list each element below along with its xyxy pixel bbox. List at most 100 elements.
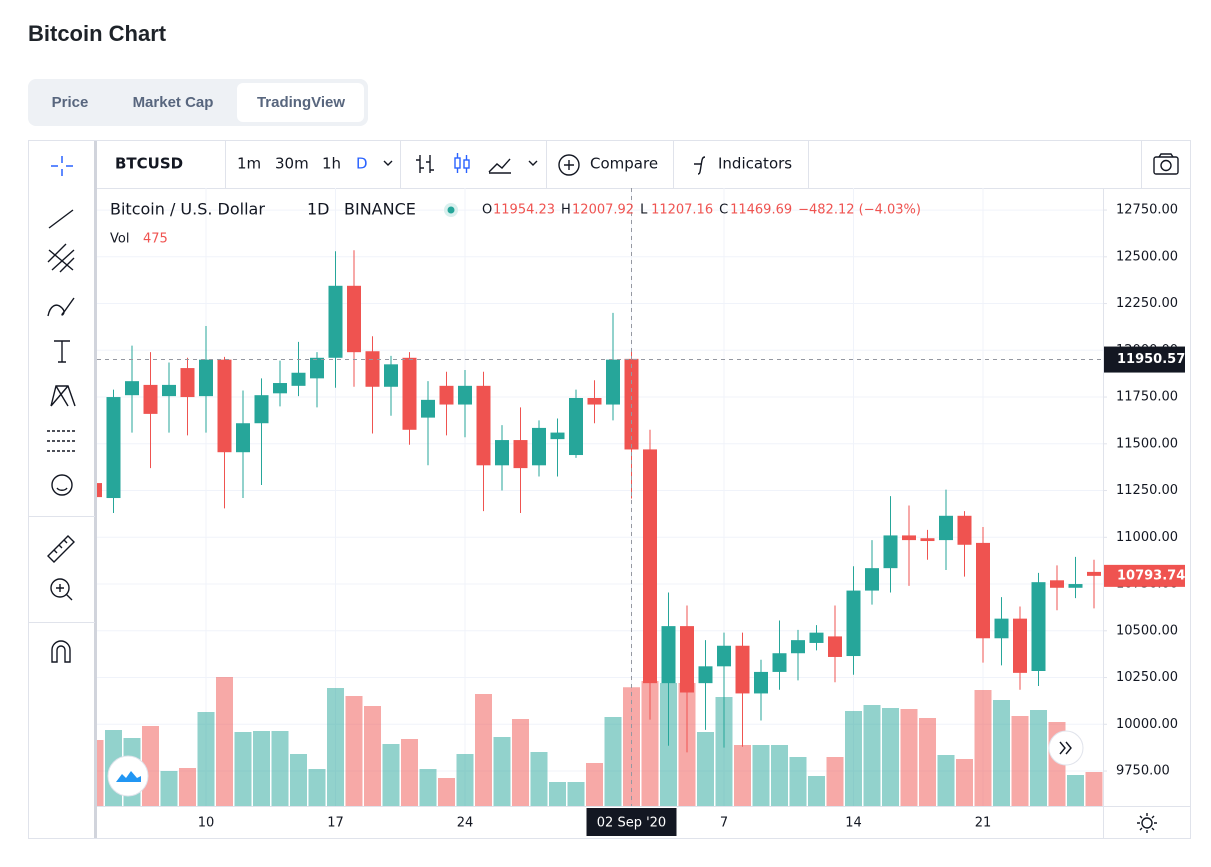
y-tick-label: 9750.00 xyxy=(1116,764,1170,779)
interval[interactable]: 30m xyxy=(275,155,309,173)
scroll-right-icon xyxy=(1059,741,1072,755)
candle-body xyxy=(421,399,435,418)
volume-bar xyxy=(97,740,104,806)
candle-body xyxy=(402,357,417,430)
y-tick-label: 11750.00 xyxy=(1116,390,1178,405)
text-tool[interactable] xyxy=(54,340,70,363)
legend-title: Bitcoin / U.S. Dollar xyxy=(110,200,265,219)
compare-icon[interactable] xyxy=(564,160,574,170)
x-tick-label: 7 xyxy=(720,816,728,831)
symbol[interactable]: BTCUSD xyxy=(115,155,183,173)
pattern-tool[interactable] xyxy=(50,385,76,407)
fib-tool[interactable] xyxy=(47,243,75,273)
legend-exchange: BINANCE xyxy=(344,200,416,219)
x-tick-label: 24 xyxy=(457,816,474,831)
candle-body xyxy=(717,645,731,667)
chevron[interactable] xyxy=(383,160,393,166)
candle-body xyxy=(809,632,824,643)
last-price: 10793.74 xyxy=(1117,568,1185,583)
y-tick-label: 12500.00 xyxy=(1116,249,1178,264)
candle-body xyxy=(994,618,1009,639)
volume-bar xyxy=(216,677,233,806)
crosshair-date-bg xyxy=(586,808,677,836)
zoom-tool[interactable] xyxy=(56,584,73,601)
x-tick-label: 21 xyxy=(975,816,992,831)
candle-body xyxy=(439,385,454,405)
volume-bar xyxy=(142,726,159,806)
magnet-tool[interactable] xyxy=(51,640,71,663)
volume-bar xyxy=(512,719,529,806)
volume-value: 475 xyxy=(143,232,168,247)
candle-body xyxy=(384,364,398,387)
candle-body xyxy=(698,666,713,684)
volume-bar xyxy=(863,705,881,806)
volume-bar xyxy=(771,745,788,806)
settings[interactable] xyxy=(1141,817,1153,829)
volume-bar xyxy=(715,697,733,806)
candle-body xyxy=(680,626,694,693)
camera-icon[interactable] xyxy=(1153,153,1179,175)
candle-body xyxy=(735,645,750,694)
candle-body xyxy=(476,385,491,466)
scroll-right[interactable] xyxy=(1048,730,1084,766)
candle-body xyxy=(217,359,232,453)
candle-body xyxy=(143,384,158,414)
candle-body xyxy=(643,449,657,684)
emoji-tool[interactable] xyxy=(56,487,68,491)
ruler-tool[interactable] xyxy=(47,535,75,563)
indicators-icon[interactable] xyxy=(694,156,706,175)
volume-bar xyxy=(919,718,936,806)
volume-bar xyxy=(179,768,196,806)
candle-body xyxy=(458,385,472,405)
candle-body xyxy=(236,423,250,453)
volume-bar xyxy=(160,771,178,806)
ohlc-change: −482.12 (−4.03%) xyxy=(798,203,921,218)
interval[interactable]: 1m xyxy=(237,155,261,173)
volume-bar xyxy=(438,778,455,806)
interval-active[interactable]: D xyxy=(356,155,368,173)
crosshair-tool[interactable] xyxy=(51,156,73,176)
candle-body xyxy=(199,359,213,397)
candle-body xyxy=(97,483,102,498)
area-icon[interactable] xyxy=(488,158,511,174)
last-price-bg xyxy=(1104,564,1185,587)
volume-bar xyxy=(530,752,548,806)
tab[interactable]: TradingView xyxy=(257,94,345,111)
candle-body xyxy=(587,397,602,405)
candle-body xyxy=(1013,618,1027,673)
brush-tool[interactable] xyxy=(47,297,75,317)
volume-bar xyxy=(1030,710,1047,806)
tab[interactable]: Market Cap xyxy=(133,94,214,111)
settings[interactable] xyxy=(1137,813,1157,833)
crosshair-date: 02 Sep '20 xyxy=(597,816,666,831)
volume-bar xyxy=(327,688,344,806)
volume-bar xyxy=(604,717,622,806)
candle-body xyxy=(846,590,861,657)
volume-bar xyxy=(734,745,751,806)
volume-bar xyxy=(1011,716,1029,806)
volume-bar xyxy=(845,711,862,806)
compare-button[interactable]: Compare xyxy=(590,155,658,173)
candle-body xyxy=(125,381,139,396)
crosshair-price: 11950.57 xyxy=(1117,352,1185,367)
line-tool[interactable] xyxy=(48,209,74,229)
volume-label: Vol xyxy=(110,232,129,247)
candle-body xyxy=(661,626,676,684)
candle-body xyxy=(328,285,343,358)
volume-bar xyxy=(419,769,437,806)
compare-icon[interactable] xyxy=(558,154,580,176)
bars-icon[interactable] xyxy=(416,155,434,173)
chevron[interactable] xyxy=(528,160,538,166)
emoji-tool[interactable] xyxy=(51,474,73,496)
candles-icon[interactable] xyxy=(454,153,470,173)
ohlc-legend: O 11954.23 H 12007.92 L 11207.16 C 11469.69 −482… xyxy=(143,203,921,247)
candle-body xyxy=(606,359,620,405)
candle-body xyxy=(569,397,583,456)
interval[interactable]: 1h xyxy=(322,155,341,173)
tab[interactable]: Price xyxy=(52,94,89,111)
indicators-button[interactable]: Indicators xyxy=(718,155,792,173)
volume-bar xyxy=(308,769,326,806)
zoom-tool[interactable] xyxy=(50,578,70,598)
candle-body xyxy=(550,432,565,440)
volume-bar xyxy=(697,732,714,806)
